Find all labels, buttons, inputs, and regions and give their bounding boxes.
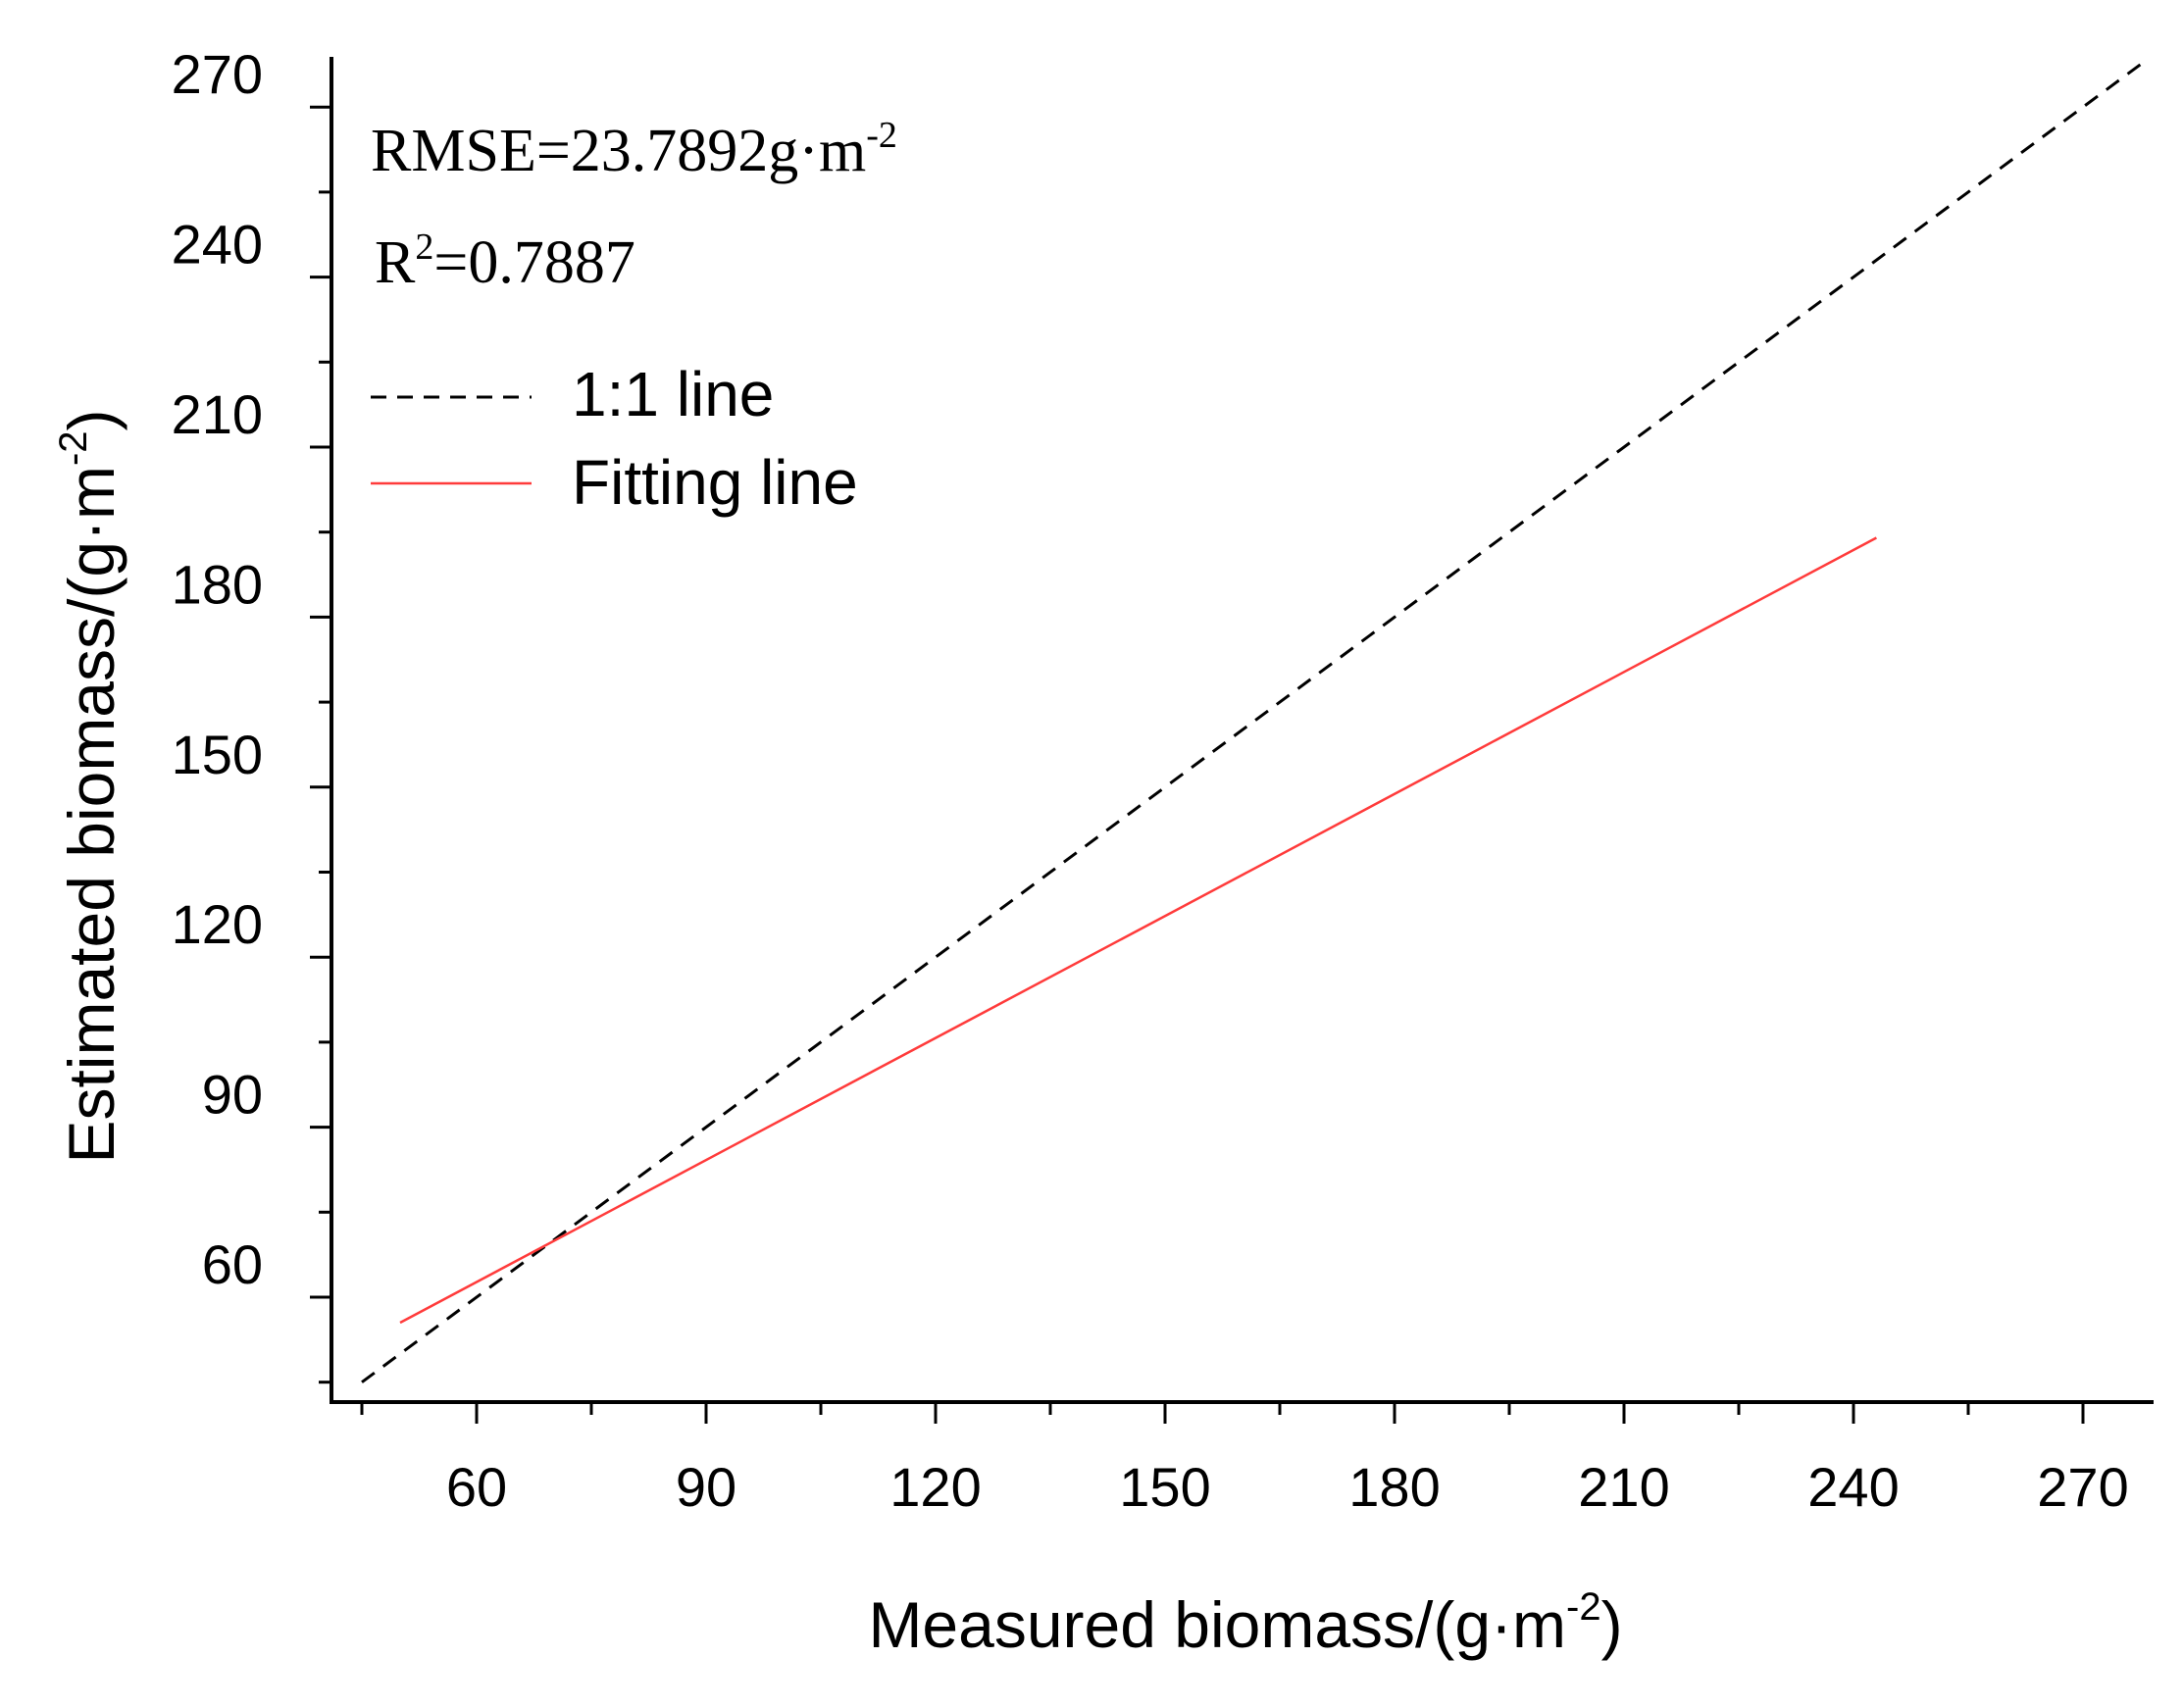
y-tick-label: 120 [172, 893, 263, 955]
x-axis-title: Measured biomass/(g·m-2) [868, 1585, 1622, 1661]
legend-label-one-to-one: 1:1 line [572, 359, 774, 429]
x-tick-label: 60 [446, 1456, 507, 1518]
rmse-annotation: RMSE=23.7892g·m-2 [371, 115, 897, 184]
y-tick-label: 150 [172, 724, 263, 785]
x-tick-label: 210 [1578, 1456, 1669, 1518]
x-tick-label: 180 [1348, 1456, 1440, 1518]
y-tick-label: 180 [172, 553, 263, 615]
y-axis-title: Estimated biomass/(g·m-2) [52, 409, 127, 1163]
legend-label-fitting: Fitting line [572, 447, 858, 518]
x-tick-label: 90 [676, 1456, 736, 1518]
r2-annotation: R2=0.7887 [375, 226, 635, 296]
legend: 1:1 line Fitting line [371, 359, 858, 518]
x-tick-label: 270 [2037, 1456, 2128, 1518]
y-tick-label: 60 [202, 1233, 263, 1295]
x-tick-label: 240 [1807, 1456, 1899, 1518]
y-tick-label: 210 [172, 383, 263, 445]
y-tick-label: 270 [172, 43, 263, 105]
y-tick-label: 90 [202, 1064, 263, 1126]
y-tick-label: 240 [172, 214, 263, 276]
fitting-line [399, 536, 1877, 1325]
x-tick-label: 120 [889, 1456, 981, 1518]
x-tick-label: 150 [1119, 1456, 1210, 1518]
